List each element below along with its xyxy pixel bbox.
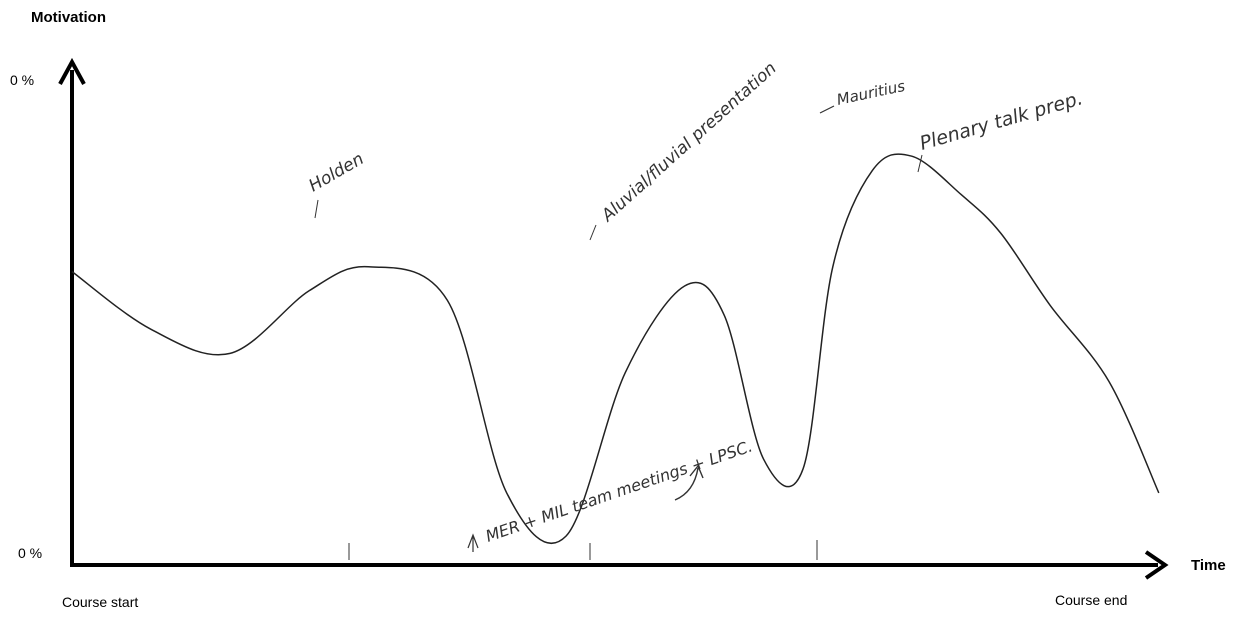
x-start-label: Course start [62, 594, 139, 610]
meetings-caret [467, 533, 479, 552]
plenary-tick [917, 154, 923, 173]
annotation-mauritius: Mauritius [835, 77, 907, 109]
meetings-arrow [674, 464, 704, 501]
motivation-curve [71, 153, 1160, 545]
x-axis-arrowhead [1144, 550, 1169, 580]
presentation-tick [589, 224, 597, 241]
y-top-tick-label: 0 % [10, 72, 35, 88]
annotation-meetings: MER + MIL team meetings + LPSC. [483, 436, 755, 545]
y-bottom-tick-label: 0 % [18, 545, 43, 561]
annotation-presentation-text: Aluvial/fluvial presentation [597, 58, 780, 226]
x-axis-label: Time [1191, 557, 1226, 574]
annotation-presentation: Aluvial/fluvial presentation [597, 58, 780, 226]
annotation-holden: Holden [306, 149, 368, 196]
y-axis-arrowhead [58, 57, 86, 85]
annotation-plenary: Plenary talk prep. [917, 87, 1085, 155]
x-end-label: Course end [1055, 592, 1128, 608]
holden-tick [314, 199, 319, 219]
y-axis-label: Motivation [31, 9, 106, 26]
mauritius-dash [819, 105, 835, 114]
